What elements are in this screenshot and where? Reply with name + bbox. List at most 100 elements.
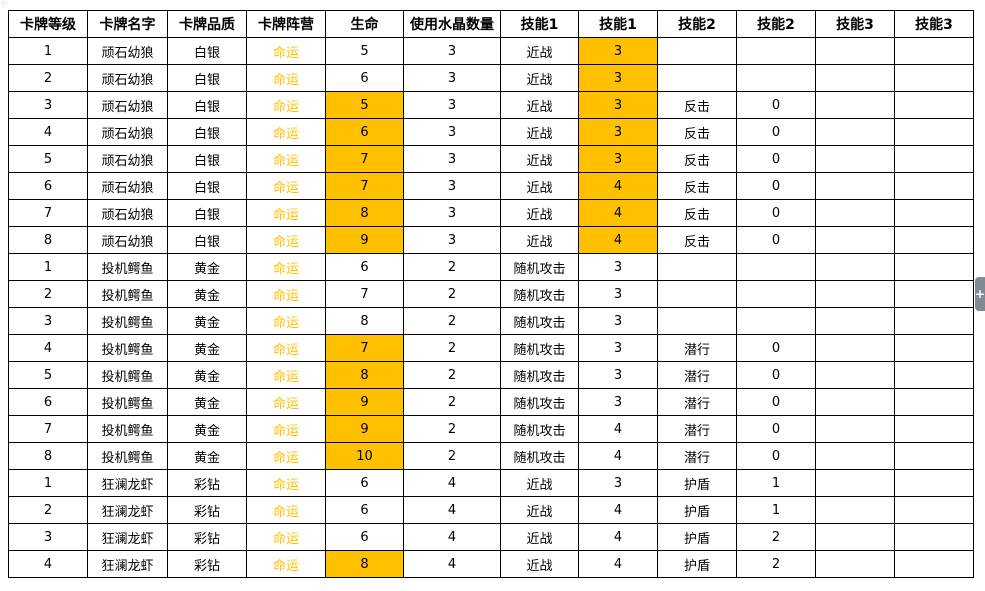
column-header[interactable]: 技能3: [815, 10, 895, 38]
camp-cell[interactable]: 命运: [246, 388, 326, 416]
skill1-value-cell[interactable]: 4: [578, 172, 658, 200]
level-cell[interactable]: 2: [8, 496, 88, 524]
camp-cell[interactable]: 命运: [246, 442, 326, 470]
skill1-value-cell[interactable]: 4: [578, 226, 658, 254]
column-header[interactable]: 技能3: [894, 10, 974, 38]
level-cell[interactable]: 4: [8, 550, 88, 578]
life-cell[interactable]: 9: [325, 415, 404, 443]
camp-cell[interactable]: 命运: [246, 145, 326, 173]
skill2-cell[interactable]: 潜行: [657, 415, 737, 443]
skill3-value-cell[interactable]: [894, 91, 974, 119]
skill2-value-cell[interactable]: [736, 64, 816, 92]
level-cell[interactable]: 3: [8, 523, 88, 551]
name-cell[interactable]: 狂澜龙虾: [87, 550, 168, 578]
skill3-cell[interactable]: [815, 253, 895, 281]
level-cell[interactable]: 7: [8, 199, 88, 227]
skill1-value-cell[interactable]: 3: [578, 64, 658, 92]
name-cell[interactable]: 投机鳄鱼: [87, 280, 168, 308]
skill1-cell[interactable]: 近战: [500, 145, 579, 173]
skill1-cell[interactable]: 近战: [500, 226, 579, 254]
name-cell[interactable]: 狂澜龙虾: [87, 469, 168, 497]
quality-cell[interactable]: 白银: [167, 226, 247, 254]
skill3-value-cell[interactable]: [894, 145, 974, 173]
skill2-value-cell[interactable]: 0: [736, 145, 816, 173]
level-cell[interactable]: 8: [8, 226, 88, 254]
name-cell[interactable]: 顽石幼狼: [87, 199, 168, 227]
skill3-value-cell[interactable]: [894, 64, 974, 92]
level-cell[interactable]: 1: [8, 37, 88, 65]
skill1-cell[interactable]: 随机攻击: [500, 388, 579, 416]
life-cell[interactable]: 6: [325, 496, 404, 524]
skill2-cell[interactable]: 潜行: [657, 334, 737, 362]
skill3-value-cell[interactable]: [894, 172, 974, 200]
skill2-value-cell[interactable]: 1: [736, 496, 816, 524]
camp-cell[interactable]: 命运: [246, 64, 326, 92]
skill2-value-cell[interactable]: 0: [736, 118, 816, 146]
skill1-value-cell[interactable]: 4: [578, 199, 658, 227]
skill3-value-cell[interactable]: [894, 415, 974, 443]
name-cell[interactable]: 狂澜龙虾: [87, 523, 168, 551]
camp-cell[interactable]: 命运: [246, 523, 326, 551]
skill2-value-cell[interactable]: 0: [736, 388, 816, 416]
crystal-cost-cell[interactable]: 3: [403, 199, 501, 227]
skill3-cell[interactable]: [815, 442, 895, 470]
name-cell[interactable]: 投机鳄鱼: [87, 307, 168, 335]
column-header[interactable]: 卡牌名字: [87, 10, 168, 38]
quality-cell[interactable]: 黄金: [167, 388, 247, 416]
level-cell[interactable]: 5: [8, 145, 88, 173]
skill3-value-cell[interactable]: [894, 307, 974, 335]
skill3-cell[interactable]: [815, 91, 895, 119]
column-header[interactable]: 生命: [325, 10, 404, 38]
skill1-value-cell[interactable]: 3: [578, 118, 658, 146]
skill2-cell[interactable]: 反击: [657, 172, 737, 200]
life-cell[interactable]: 6: [325, 253, 404, 281]
life-cell[interactable]: 8: [325, 550, 404, 578]
skill2-cell[interactable]: [657, 64, 737, 92]
skill2-cell[interactable]: 潜行: [657, 361, 737, 389]
name-cell[interactable]: 顽石幼狼: [87, 37, 168, 65]
skill1-value-cell[interactable]: 3: [578, 388, 658, 416]
crystal-cost-cell[interactable]: 3: [403, 145, 501, 173]
name-cell[interactable]: 投机鳄鱼: [87, 334, 168, 362]
skill3-value-cell[interactable]: [894, 199, 974, 227]
quality-cell[interactable]: 黄金: [167, 307, 247, 335]
skill2-cell[interactable]: [657, 280, 737, 308]
skill2-value-cell[interactable]: 1: [736, 469, 816, 497]
name-cell[interactable]: 投机鳄鱼: [87, 442, 168, 470]
name-cell[interactable]: 投机鳄鱼: [87, 361, 168, 389]
name-cell[interactable]: 投机鳄鱼: [87, 253, 168, 281]
life-cell[interactable]: 6: [325, 523, 404, 551]
skill2-cell[interactable]: 反击: [657, 145, 737, 173]
skill1-cell[interactable]: 近战: [500, 199, 579, 227]
skill1-cell[interactable]: 近战: [500, 523, 579, 551]
skill3-value-cell[interactable]: [894, 550, 974, 578]
skill1-value-cell[interactable]: 3: [578, 253, 658, 281]
skill3-value-cell[interactable]: [894, 334, 974, 362]
level-cell[interactable]: 4: [8, 118, 88, 146]
skill3-value-cell[interactable]: [894, 496, 974, 524]
skill1-value-cell[interactable]: 3: [578, 91, 658, 119]
camp-cell[interactable]: 命运: [246, 37, 326, 65]
column-header[interactable]: 技能2: [736, 10, 816, 38]
skill3-value-cell[interactable]: [894, 226, 974, 254]
skill2-value-cell[interactable]: 0: [736, 91, 816, 119]
skill2-value-cell[interactable]: [736, 37, 816, 65]
skill3-value-cell[interactable]: [894, 118, 974, 146]
skill3-value-cell[interactable]: [894, 469, 974, 497]
life-cell[interactable]: 10: [325, 442, 404, 470]
skill1-cell[interactable]: 随机攻击: [500, 442, 579, 470]
skill3-value-cell[interactable]: [894, 523, 974, 551]
life-cell[interactable]: 8: [325, 361, 404, 389]
skill1-value-cell[interactable]: 4: [578, 550, 658, 578]
crystal-cost-cell[interactable]: 3: [403, 118, 501, 146]
skill2-cell[interactable]: [657, 307, 737, 335]
quality-cell[interactable]: 白银: [167, 199, 247, 227]
skill2-value-cell[interactable]: 0: [736, 415, 816, 443]
quality-cell[interactable]: 白银: [167, 64, 247, 92]
skill2-value-cell[interactable]: [736, 307, 816, 335]
skill3-value-cell[interactable]: [894, 442, 974, 470]
life-cell[interactable]: 9: [325, 226, 404, 254]
quality-cell[interactable]: 黄金: [167, 253, 247, 281]
quality-cell[interactable]: 白银: [167, 145, 247, 173]
quality-cell[interactable]: 黄金: [167, 361, 247, 389]
